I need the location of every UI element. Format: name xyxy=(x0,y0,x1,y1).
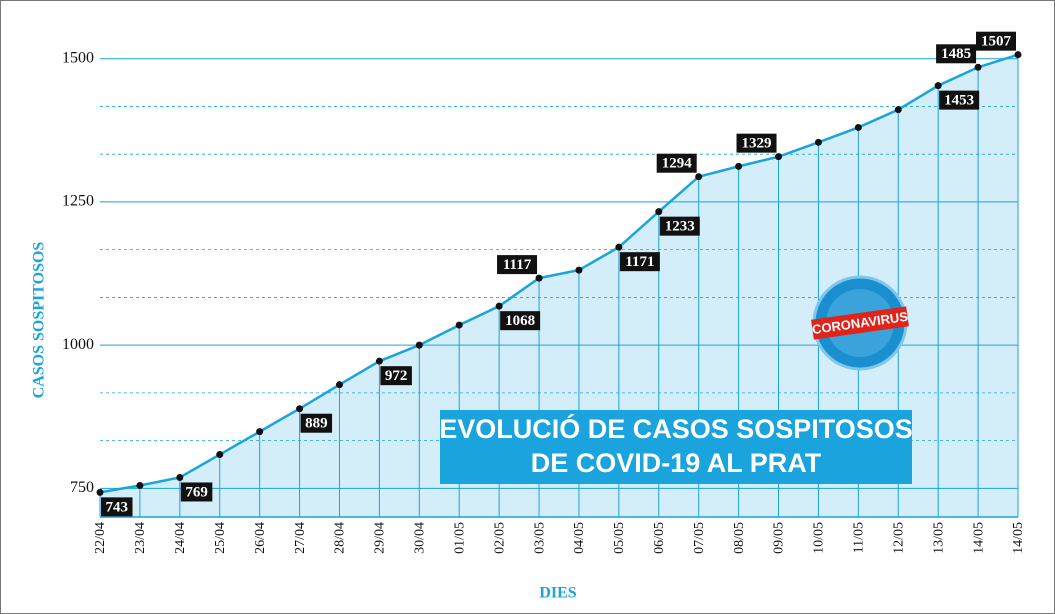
x-tick-label: 05/05 xyxy=(612,522,627,554)
point xyxy=(935,82,942,89)
point xyxy=(536,275,543,282)
y-tick-label: 1500 xyxy=(62,49,94,66)
point xyxy=(496,303,503,310)
value-label: 769 xyxy=(185,484,208,500)
point xyxy=(975,64,982,71)
y-tick-label: 750 xyxy=(70,479,94,496)
x-tick-label: 30/04 xyxy=(413,522,428,554)
point xyxy=(735,163,742,170)
x-tick-label: 14/05 xyxy=(971,522,986,554)
point xyxy=(1015,51,1022,58)
y-tick-label: 1000 xyxy=(62,336,94,353)
point xyxy=(575,267,582,274)
point xyxy=(176,474,183,481)
x-tick-label: 26/04 xyxy=(253,522,268,554)
value-label: 1507 xyxy=(981,34,1012,50)
value-label: 743 xyxy=(106,499,129,515)
point xyxy=(296,405,303,412)
value-label: 1329 xyxy=(742,136,772,152)
chart: 750 1000 1250 1500 743 22/04 23/04 769 24/04 25/0… xyxy=(0,0,1055,614)
x-tick-label: 09/05 xyxy=(772,522,787,554)
point xyxy=(815,139,822,146)
x-tick-label: 02/05 xyxy=(492,522,507,554)
point xyxy=(456,322,463,329)
value-label: 1171 xyxy=(625,254,654,270)
x-tick-label: 14/05 xyxy=(1011,522,1026,554)
point xyxy=(97,489,104,496)
x-tick-label: 29/04 xyxy=(373,522,388,554)
point xyxy=(136,482,143,489)
value-label: 1117 xyxy=(503,257,532,273)
point xyxy=(416,342,423,349)
x-tick-label: 13/05 xyxy=(931,522,946,554)
x-tick-label: 25/04 xyxy=(213,522,228,554)
point xyxy=(216,451,223,458)
point xyxy=(655,208,662,215)
x-tick-label: 04/05 xyxy=(572,522,587,554)
value-label: 1068 xyxy=(505,313,535,329)
point xyxy=(895,106,902,113)
x-tick-label: 24/04 xyxy=(173,522,188,554)
point xyxy=(775,153,782,160)
x-tick-label: 27/04 xyxy=(293,522,308,554)
value-label: 889 xyxy=(305,416,328,432)
x-tick-label: 23/04 xyxy=(133,522,148,554)
value-label: 972 xyxy=(385,368,408,384)
x-tick-label: 12/05 xyxy=(891,522,906,554)
x-tick-label: 07/05 xyxy=(692,522,707,554)
value-label: 1294 xyxy=(662,156,693,172)
x-tick-label: 22/04 xyxy=(93,522,108,554)
x-tick-label: 11/05 xyxy=(852,522,867,553)
point xyxy=(376,358,383,365)
x-tick-label: 03/05 xyxy=(532,522,547,554)
chart-title: DE COVID-19 AL PRAT xyxy=(531,448,822,478)
y-axis-label: CASOS SOSPITOSOS xyxy=(31,242,48,399)
point xyxy=(256,428,263,435)
value-label: 1453 xyxy=(944,93,974,109)
x-tick-label: 06/05 xyxy=(652,522,667,554)
x-tick-label: 28/04 xyxy=(333,522,348,554)
point xyxy=(695,173,702,180)
x-axis-label: DIES xyxy=(539,585,576,602)
x-tick-label: 08/05 xyxy=(732,522,747,554)
y-tick-label: 1250 xyxy=(62,193,94,210)
value-label: 1233 xyxy=(665,219,695,235)
point xyxy=(855,124,862,131)
point xyxy=(336,381,343,388)
value-label: 1485 xyxy=(941,46,971,62)
x-tick-label: 10/05 xyxy=(812,522,827,554)
x-tick-label: 01/05 xyxy=(452,522,467,554)
point xyxy=(615,244,622,251)
chart-title: EVOLUCIÓ DE CASOS SOSPITOSOS xyxy=(439,413,913,444)
